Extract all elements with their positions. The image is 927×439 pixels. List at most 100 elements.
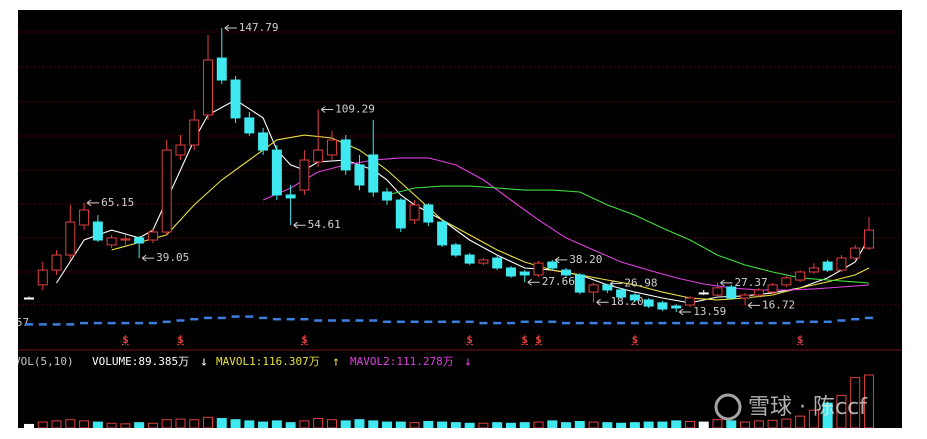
volume-title: VOL(5,10) [14,355,74,368]
volume-legend-arrow: ↓ [464,355,472,370]
volume-bar [533,421,544,428]
volume-bar [643,421,654,428]
candle-body [850,247,861,259]
watermark-text: 雪球 · 陈ccf [748,395,868,420]
volume-legend-arrow: ↓ [200,355,208,370]
watermark: 雪球 · 陈ccf [714,393,868,421]
candle-body [478,259,489,264]
flag-mark: $ [797,333,804,346]
candle-body [120,238,131,241]
annotation-label: 38.20 [569,253,602,266]
candle-body [395,199,406,229]
volume-bar [258,421,269,428]
volume-bar [726,420,737,428]
volume-bar [629,422,640,428]
volume-bar [671,420,682,428]
candle-body [753,289,764,296]
volume-bar [203,416,214,428]
volume-legend-label: MAVOL1:116.307万 [216,355,320,368]
annotation-label: 39.05 [156,251,189,264]
candle-body [533,262,544,276]
volume-bar [492,422,503,428]
volume-bar [740,421,751,428]
candle-body [313,149,324,163]
candle-body [616,289,627,298]
volume-bar [24,423,34,428]
annotation-label: 109.29 [335,102,375,115]
candle-body [258,132,269,151]
candle-body [836,257,847,271]
flag-mark: $ [632,333,639,346]
candle-body [134,237,145,244]
candle-body [464,254,475,264]
annotation-arrow [720,279,733,287]
annotation-label: 26.98 [624,277,657,290]
flag-mark: $ [535,333,542,346]
candle-body [588,284,599,293]
annotation-arrow [554,256,568,264]
volume-bar [313,418,324,428]
volume-bar [79,420,90,428]
annotation-arrow [527,278,540,286]
candle-body [37,269,48,286]
candle-body [492,257,503,269]
flag-mark: $ [177,333,184,346]
candle-body [285,194,296,199]
candle-body [106,237,117,246]
annotation-arrow [141,254,155,262]
volume-legend-label: VOLUME:89.385万 [92,355,189,368]
volume-bar [588,421,599,428]
candle-body [161,149,172,233]
volume-bar [836,394,847,428]
volume-bar [437,421,448,428]
volume-bar [37,421,48,428]
annotation-arrow [610,280,623,288]
volume-bar [753,420,764,428]
volume-bar [547,420,558,428]
flag-mark: $ [122,333,129,346]
annotation-label: 16.72 [762,298,795,311]
volume-bar [230,419,241,428]
volume-bar [395,421,406,428]
flag-mark: $ [466,333,473,346]
volume-bar [781,418,792,428]
candle-body [409,204,420,221]
candle-body [354,164,365,186]
volume-bar [340,420,351,428]
candle-body [230,79,241,119]
annotation-label: 147.79 [239,21,279,34]
volume-bar [822,402,833,428]
annotation-arrow [747,301,761,309]
volume-bar [423,420,434,428]
annotation-arrow [320,106,334,113]
candle-body [767,284,778,293]
candle-body [712,287,723,296]
volume-bar [92,421,103,428]
volume-bar [657,421,668,428]
candle-body [382,191,393,201]
flag-mark: $ [301,333,308,346]
volume-bar [51,420,62,428]
flag-mark: $ [521,333,528,346]
volume-bar [519,422,530,428]
candle-body [65,221,76,256]
candle-body [147,231,158,241]
candle-body [271,149,282,196]
annotation-arrow [293,221,306,229]
candle-body [547,261,558,269]
annotation-arrow [224,24,237,32]
volume-bar [863,374,874,428]
volume-bar [684,420,695,428]
candle-body [519,271,530,276]
candle-body [629,294,640,301]
candle-body [808,267,819,273]
plot: 57.57 65.15 $39.05 $147.79 54.61 $109.29 $27.… [14,21,874,428]
annotation-label: 13.59 [693,305,726,318]
candle-body [79,209,90,226]
volume-bar [134,422,145,428]
volume-bar [808,409,819,428]
candle-body [244,117,255,134]
annotation-arrow [596,298,609,306]
volume-bar [450,422,461,428]
